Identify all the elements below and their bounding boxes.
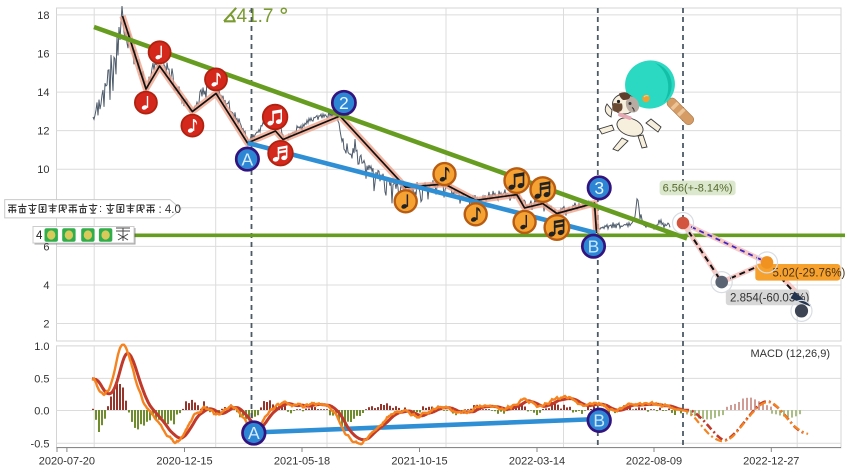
svg-text:2022-03-14: 2022-03-14 xyxy=(509,456,565,468)
svg-text:6: 6 xyxy=(43,241,49,253)
svg-text:2022-08-09: 2022-08-09 xyxy=(626,456,682,468)
svg-text:41.7: 41.7 xyxy=(237,6,274,27)
svg-text:2021-10-15: 2021-10-15 xyxy=(391,456,447,468)
svg-text:2020-12-15: 2020-12-15 xyxy=(156,456,212,468)
svg-text:18: 18 xyxy=(37,10,49,22)
svg-text:B: B xyxy=(593,411,605,431)
svg-text:14: 14 xyxy=(37,87,49,99)
svg-text:MACD (12,26,9): MACD (12,26,9) xyxy=(751,348,830,360)
svg-text:2022-12-27: 2022-12-27 xyxy=(743,456,799,468)
svg-text:2: 2 xyxy=(339,93,349,113)
svg-text:10: 10 xyxy=(37,164,49,176)
svg-text:16: 16 xyxy=(37,49,49,61)
svg-text:A: A xyxy=(242,149,254,169)
svg-text:B: B xyxy=(588,236,600,256)
svg-text:3: 3 xyxy=(594,178,604,198)
svg-text:A: A xyxy=(248,423,260,443)
svg-text:12: 12 xyxy=(37,126,49,138)
svg-text:0.5: 0.5 xyxy=(34,373,49,385)
svg-text:6.56(+-8.14%): 6.56(+-8.14%) xyxy=(663,183,733,195)
svg-text::: : xyxy=(99,203,102,215)
svg-text:5.02(-29.76%): 5.02(-29.76%) xyxy=(773,267,845,279)
svg-text:4: 4 xyxy=(43,280,49,292)
svg-text:4: 4 xyxy=(36,230,43,242)
svg-text:2: 2 xyxy=(43,319,49,331)
svg-text:0.0: 0.0 xyxy=(34,406,49,418)
svg-text:1.0: 1.0 xyxy=(34,341,49,353)
svg-text:-0.5: -0.5 xyxy=(31,438,50,450)
svg-text:: 4.0: : 4.0 xyxy=(159,204,181,216)
svg-text:2021-05-18: 2021-05-18 xyxy=(274,456,330,468)
svg-text:2020-07-20: 2020-07-20 xyxy=(39,456,95,468)
